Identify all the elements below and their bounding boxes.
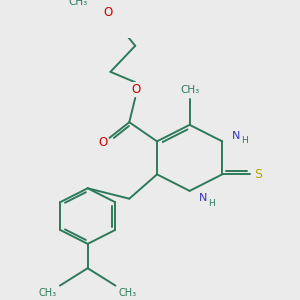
Text: N: N [232, 131, 240, 141]
Text: H: H [241, 136, 248, 145]
Text: CH₃: CH₃ [68, 0, 87, 7]
Text: O: O [104, 6, 113, 19]
Text: O: O [132, 83, 141, 96]
Text: O: O [98, 136, 107, 149]
Text: CH₃: CH₃ [118, 287, 136, 298]
Text: CH₃: CH₃ [180, 85, 199, 95]
Text: N: N [199, 193, 208, 203]
Text: H: H [208, 199, 215, 208]
Text: S: S [254, 168, 262, 181]
Text: CH₃: CH₃ [39, 287, 57, 298]
